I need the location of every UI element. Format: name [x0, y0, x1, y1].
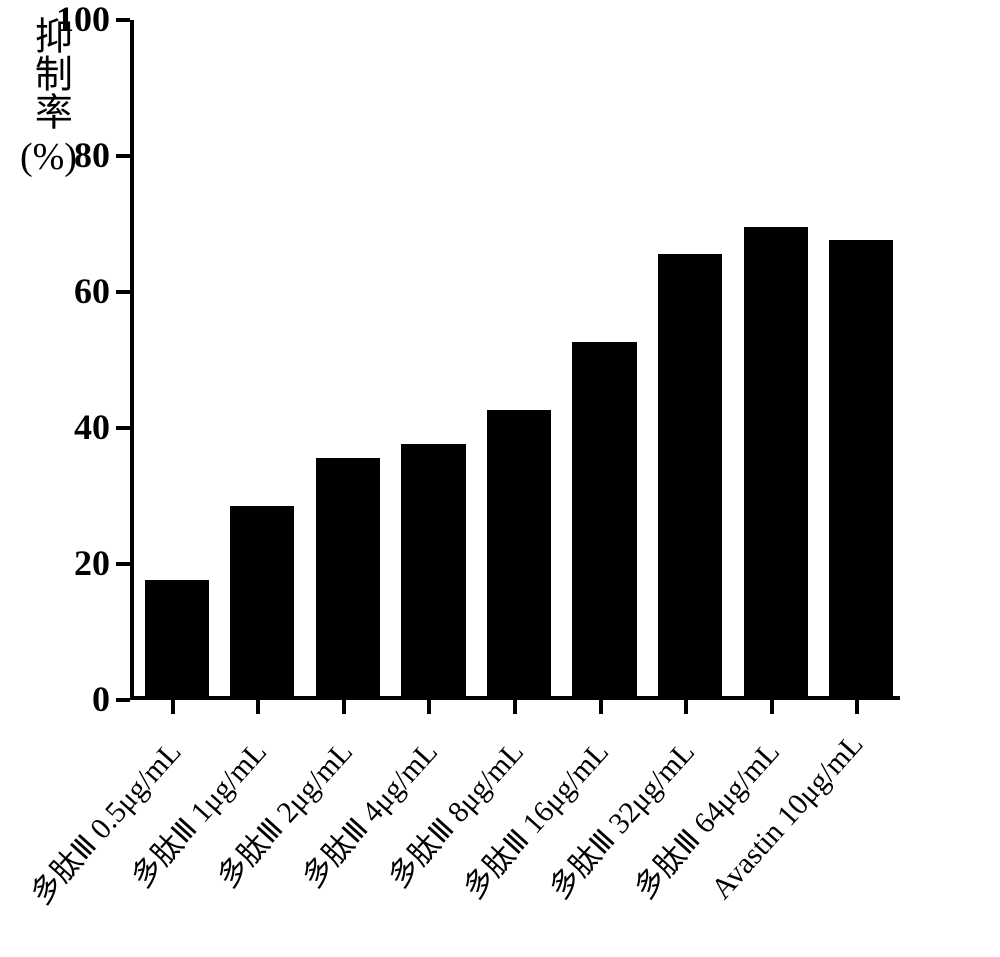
y-tick: [116, 18, 130, 22]
x-tick: [513, 700, 517, 714]
bar: [145, 580, 209, 696]
y-tick-label: 100: [50, 0, 110, 40]
y-tick-label: 80: [50, 134, 110, 176]
y-tick-label: 0: [50, 678, 110, 720]
y-tick: [116, 290, 130, 294]
y-tick: [116, 154, 130, 158]
x-tick: [427, 700, 431, 714]
y-tick: [116, 562, 130, 566]
y-tick-label: 20: [50, 542, 110, 584]
bar-chart-figure: 抑制率 (%) 020406080100多肽Ⅲ 0.5μg/mL多肽Ⅲ 1μg/…: [0, 0, 1000, 957]
bar: [658, 254, 722, 696]
x-tick: [855, 700, 859, 714]
y-tick-label: 60: [50, 270, 110, 312]
bar: [572, 342, 636, 696]
x-tick: [599, 700, 603, 714]
bar: [401, 444, 465, 696]
x-tick: [684, 700, 688, 714]
x-tick: [770, 700, 774, 714]
plot-area: [130, 20, 900, 700]
x-tick: [342, 700, 346, 714]
y-tick-label: 40: [50, 406, 110, 448]
bar: [230, 506, 294, 696]
x-tick: [171, 700, 175, 714]
x-tick: [256, 700, 260, 714]
bar: [487, 410, 551, 696]
y-tick: [116, 426, 130, 430]
bar: [316, 458, 380, 696]
y-tick: [116, 698, 130, 702]
bar: [744, 227, 808, 696]
bar: [829, 240, 893, 696]
